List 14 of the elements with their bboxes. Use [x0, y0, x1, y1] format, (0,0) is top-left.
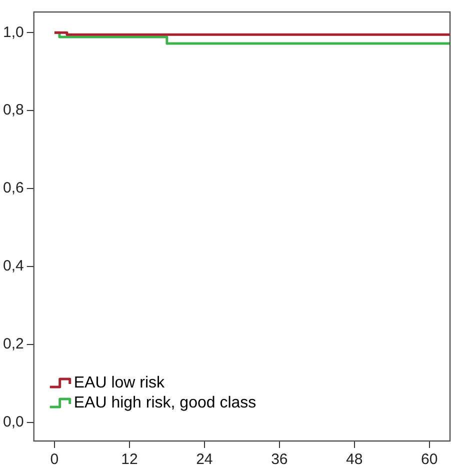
y-tick-label: 0,6 — [2, 180, 24, 197]
y-tick-label: 0,8 — [2, 102, 24, 119]
legend-label: EAU high risk, good class — [74, 394, 256, 412]
legend-label: EAU low risk — [74, 374, 166, 392]
x-tick-label: 24 — [196, 451, 213, 468]
x-tick-label: 12 — [121, 451, 138, 468]
y-tick-label: 1,0 — [2, 24, 24, 41]
x-tick-label: 0 — [50, 451, 59, 468]
x-tick-label: 48 — [346, 451, 363, 468]
y-tick-label: 0,4 — [2, 258, 24, 275]
x-tick-label: 60 — [421, 451, 438, 468]
y-tick-label: 0,2 — [2, 336, 24, 353]
x-tick-label: 36 — [271, 451, 288, 468]
y-tick-label: 0,0 — [2, 413, 24, 430]
